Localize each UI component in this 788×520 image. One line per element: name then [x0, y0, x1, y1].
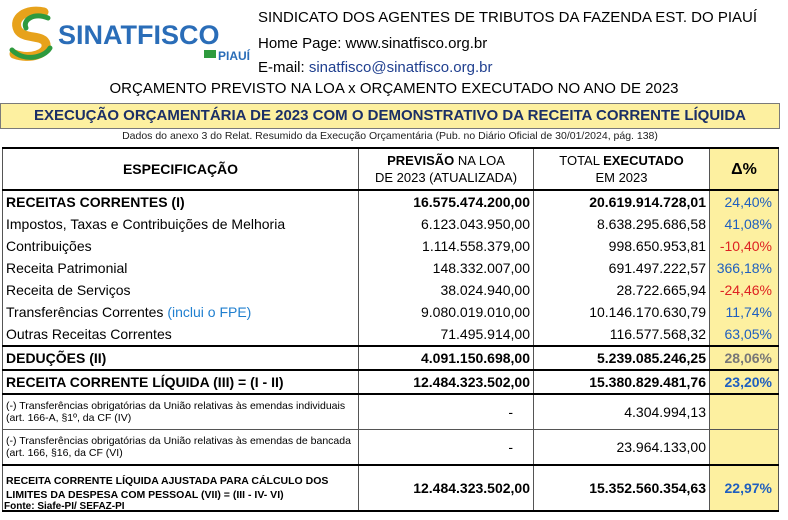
email-link[interactable]: sinatfisco@sinatfisco.org.br: [308, 59, 493, 76]
table-row: Impostos, Taxas e Contribuições de Melho…: [2, 213, 779, 235]
band-title: EXECUÇÃO ORÇAMENTÁRIA DE 2023 COM O DEMO…: [0, 103, 780, 129]
row-exec: 5.239.085.246,25: [533, 345, 710, 370]
row-prev: 148.332.007,00: [358, 257, 534, 279]
row-prev: 71.495.914,00: [358, 323, 534, 346]
email-line: E-mail: sinatfisco@sinatfisco.org.br: [258, 59, 492, 76]
col-header-exec: TOTAL EXECUTADO EM 2023: [533, 147, 710, 191]
row-prev: 1.114.558.379,00: [358, 235, 534, 257]
row-pct: 41,08%: [709, 213, 779, 235]
row-pct: [709, 394, 779, 430]
col-header-spec: ESPECIFICAÇÃO: [2, 147, 359, 191]
homepage-link[interactable]: www.sinatfisco.org.br: [345, 35, 488, 52]
table-header: ESPECIFICAÇÃO PREVISÃO NA LOA DE 2023 (AT…: [2, 147, 779, 191]
row-exec: 116.577.568,32: [533, 323, 710, 346]
row-desc: Impostos, Taxas e Contribuições de Melho…: [2, 213, 359, 235]
logo-text: SINATFISCO: [58, 20, 220, 50]
table-row: Receita de Serviços 38.024.940,00 28.722…: [2, 279, 779, 301]
table-row: RECEITA CORRENTE LÍQUIDA AJUSTADA PARA C…: [2, 464, 779, 512]
row-pct: 63,05%: [709, 323, 779, 346]
table-row: Transferências Correntes (inclui o FPE) …: [2, 301, 779, 323]
row-desc: (-) Transferências obrigatórias da União…: [2, 429, 359, 465]
email-label: E-mail:: [258, 59, 309, 76]
row-desc: Receita de Serviços: [2, 279, 359, 301]
row-pct: [709, 429, 779, 465]
row-exec: 4.304.994,13: [533, 394, 710, 430]
budget-table: ESPECIFICAÇÃO PREVISÃO NA LOA DE 2023 (AT…: [2, 147, 779, 512]
fpe-note: (inclui o FPE): [167, 304, 252, 320]
row-pct: 366,18%: [709, 257, 779, 279]
row-prev: 12.484.323.502,00: [358, 464, 534, 512]
table-row: (-) Transferências obrigatórias da União…: [2, 429, 779, 465]
row-pct: -10,40%: [709, 235, 779, 257]
row-exec: 15.380.829.481,76: [533, 369, 710, 395]
row-exec: 10.146.170.630,79: [533, 301, 710, 323]
row-prev: 16.575.474.200,00: [358, 190, 534, 213]
row-desc: Transferências Correntes (inclui o FPE): [2, 301, 359, 323]
row-pct: 28,06%: [709, 345, 779, 370]
table-row: (-) Transferências obrigatórias da União…: [2, 394, 779, 430]
row-prev: 12.484.323.502,00: [358, 369, 534, 395]
page-title: ORÇAMENTO PREVISTO NA LOA x ORÇAMENTO EX…: [109, 80, 679, 97]
row-prev: 9.080.019.010,00: [358, 301, 534, 323]
source-footer: Fonte: Siafe-PI/ SEFAZ-PI: [4, 501, 125, 512]
row-desc: RECEITAS CORRENTES (I): [2, 190, 359, 213]
row-exec: 28.722.665,94: [533, 279, 710, 301]
row-exec: 8.638.295.686,58: [533, 213, 710, 235]
row-desc: Receita Patrimonial: [2, 257, 359, 279]
table-row: RECEITA CORRENTE LÍQUIDA (III) = (I - II…: [2, 369, 779, 395]
row-desc: Outras Receitas Correntes: [2, 323, 359, 346]
row-pct: 24,40%: [709, 190, 779, 213]
row-exec: 20.619.914.728,01: [533, 190, 710, 213]
row-prev: 4.091.150.698,00: [358, 345, 534, 370]
row-desc: Contribuições: [2, 235, 359, 257]
table-row: Contribuições 1.114.558.379,00 998.650.9…: [2, 235, 779, 257]
row-desc: RECEITA CORRENTE LÍQUIDA AJUSTADA PARA C…: [2, 464, 359, 512]
logo-sub: PIAUÍ: [218, 48, 251, 63]
org-name: SINDICATO DOS AGENTES DE TRIBUTOS DA FAZ…: [258, 9, 757, 26]
homepage-label: Home Page:: [258, 35, 346, 52]
row-pct: 11,74%: [709, 301, 779, 323]
row-prev: 38.024.940,00: [358, 279, 534, 301]
row-exec: 998.650.953,81: [533, 235, 710, 257]
row-exec: 15.352.560.354,63: [533, 464, 710, 512]
col-header-delta: Δ%: [709, 147, 779, 191]
sinatfisco-logo: SINATFISCO PIAUÍ: [4, 4, 254, 66]
row-exec: 23.964.133,00: [533, 429, 710, 465]
source-note: Dados do anexo 3 do Relat. Resumido da E…: [122, 130, 658, 142]
row-prev: -: [358, 429, 534, 465]
row-pct: 23,20%: [709, 369, 779, 395]
row-prev: 6.123.043.950,00: [358, 213, 534, 235]
row-desc: (-) Transferências obrigatórias da União…: [2, 394, 359, 430]
row-desc: DEDUÇÕES (II): [2, 345, 359, 370]
homepage-line: Home Page: www.sinatfisco.org.br: [258, 35, 487, 52]
table-row: Outras Receitas Correntes 71.495.914,00 …: [2, 323, 779, 346]
col-header-prev: PREVISÃO NA LOA DE 2023 (ATUALIZADA): [358, 147, 534, 191]
row-prev: -: [358, 394, 534, 430]
row-exec: 691.497.222,57: [533, 257, 710, 279]
table-row: RECEITAS CORRENTES (I) 16.575.474.200,00…: [2, 190, 779, 213]
row-pct: -24,46%: [709, 279, 779, 301]
row-desc: RECEITA CORRENTE LÍQUIDA (III) = (I - II…: [2, 369, 359, 395]
table-row: DEDUÇÕES (II) 4.091.150.698,00 5.239.085…: [2, 345, 779, 370]
row-pct: 22,97%: [709, 464, 779, 512]
table-row: Receita Patrimonial 148.332.007,00 691.4…: [2, 257, 779, 279]
